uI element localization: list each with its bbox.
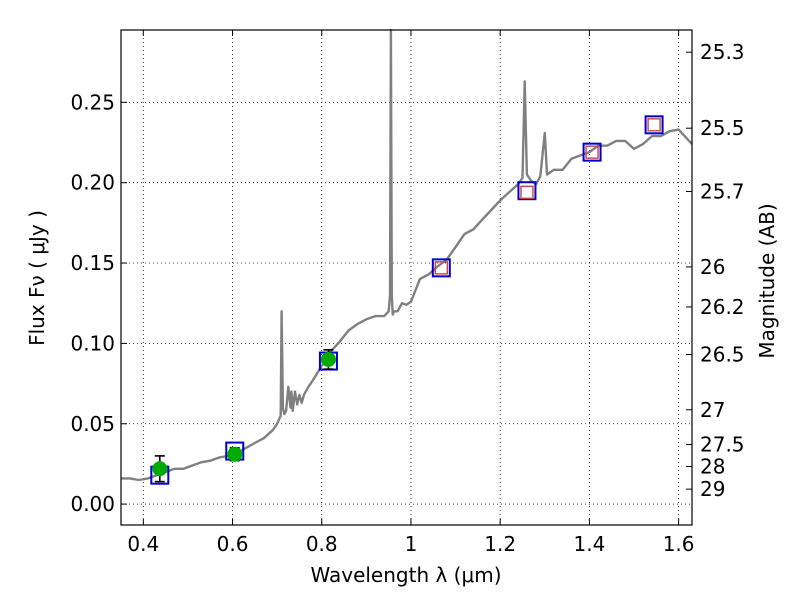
y-tick-label: 0.25: [70, 90, 115, 114]
mag-tick-label: 25.5: [700, 116, 745, 140]
observed-flux-point: [227, 446, 243, 462]
photometry-points: [150, 115, 664, 485]
mag-tick-label: 25.7: [700, 180, 745, 204]
mag-tick-label: 27: [700, 398, 725, 422]
model-photometry-square: [582, 142, 602, 162]
y-tick-label: 0.20: [70, 171, 115, 195]
mag-tick-label: 26.5: [700, 342, 745, 366]
x-tick-label: 0.4: [127, 532, 159, 556]
upper-limit-marker: [520, 185, 534, 200]
x-tick-label: 0.6: [217, 532, 249, 556]
mag-tick-label: 29: [700, 477, 725, 501]
y-tick-label: 0.10: [70, 331, 115, 355]
observed-flux-point: [152, 461, 168, 477]
model-photometry-square: [517, 181, 537, 201]
x-tick-label: 1.4: [573, 532, 605, 556]
plot-frame: [120, 29, 693, 526]
spectrum-line: [121, 28, 693, 482]
x-tick-label: 1.6: [663, 532, 695, 556]
x-tick-label: 1.2: [484, 532, 516, 556]
mag-tick-label: 25.3: [700, 40, 745, 64]
mag-tick-label: 26.2: [700, 295, 745, 319]
y-tick-label: 0.15: [70, 251, 115, 275]
model-photometry-square: [431, 258, 451, 278]
spectrum-series: [121, 28, 693, 482]
upper-limit-marker: [585, 145, 599, 159]
upper-limit-marker: [434, 261, 448, 275]
model-photometry-square: [644, 115, 664, 135]
plot-area: [121, 30, 692, 525]
x-tick-label: 1: [405, 532, 418, 556]
mag-tick-label: 26: [700, 255, 725, 279]
observed-flux-point: [320, 351, 336, 367]
y-axis-label: Flux Fν ( μJy ): [25, 210, 49, 346]
upper-limit-marker: [647, 118, 661, 132]
y2-axis-label: Magnitude (AB): [755, 203, 779, 358]
mag-tick-label: 27.5: [700, 432, 745, 456]
y-tick-label: 0.00: [70, 492, 115, 516]
axis-ticks: 0.4 0.6 0.8 1 1.2 1.4 1.6 0.00 0.05 0.10 0.15 0.20 0…: [70, 30, 745, 556]
x-axis-label: Wavelength λ (μm): [310, 563, 501, 587]
x-tick-label: 0.8: [306, 532, 338, 556]
mag-tick-label: 28: [700, 455, 725, 479]
y-tick-label: 0.05: [70, 412, 115, 436]
